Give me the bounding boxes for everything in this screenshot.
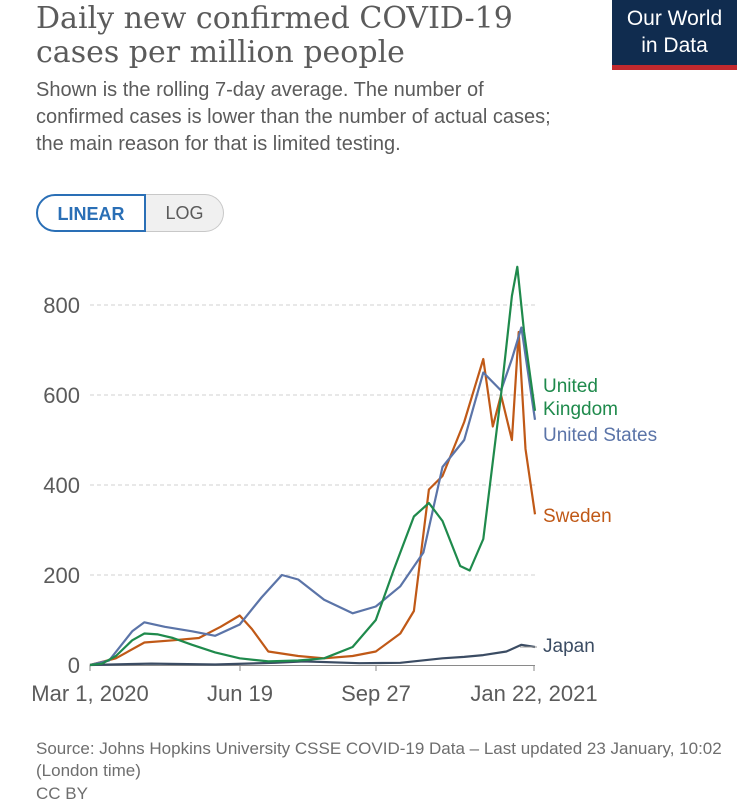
- y-tick-label: 400: [43, 473, 80, 498]
- line-chart: 0 200 400 600 800 Mar 1, 2020 Jun 19 Sep 27 Jan …: [31, 265, 657, 706]
- series-lines: [89, 265, 537, 667]
- series-line-japan: [89, 643, 536, 667]
- series-line-sweden: [89, 330, 537, 667]
- log-scale-button[interactable]: LOG: [146, 194, 224, 232]
- gridlines: [90, 304, 535, 576]
- our-world-in-data-logo[interactable]: Our World in Data: [612, 0, 737, 70]
- series-line-united-kingdom: [89, 265, 537, 667]
- license-note: CC BY: [36, 784, 88, 803]
- chart-subtitle: Shown is the rolling 7-day average. The …: [36, 79, 551, 155]
- source-note: Source: Johns Hopkins University CSSE CO…: [36, 739, 722, 780]
- y-tick-label: 600: [43, 383, 80, 408]
- series-label-japan: Japan: [543, 636, 595, 657]
- series-line-united-states: [89, 326, 537, 667]
- series-label-united-kingdom: United: [543, 376, 598, 397]
- series-label-united-kingdom: Kingdom: [543, 399, 618, 420]
- series-label-sweden: Sweden: [543, 506, 612, 527]
- y-tick-label: 200: [43, 563, 80, 588]
- chart-title: Daily new confirmed COVID-19 cases per m…: [36, 1, 513, 70]
- logo-line-2: in Data: [641, 34, 708, 57]
- x-tick-label: Sep 27: [341, 681, 411, 706]
- y-tick-label: 0: [68, 653, 80, 678]
- y-tick-label: 800: [43, 293, 80, 318]
- x-tick-label: Mar 1, 2020: [31, 681, 148, 706]
- linear-scale-button[interactable]: LINEAR: [36, 194, 146, 232]
- series-label-united-states: United States: [543, 425, 657, 446]
- scale-toggle: LINEAR LOG: [36, 194, 224, 232]
- axes: 0 200 400 600 800 Mar 1, 2020 Jun 19 Sep 27 Jan …: [31, 293, 597, 706]
- x-tick-label: Jun 19: [207, 681, 273, 706]
- logo-line-1: Our World: [626, 7, 723, 30]
- x-tick-label: Jan 22, 2021: [470, 681, 597, 706]
